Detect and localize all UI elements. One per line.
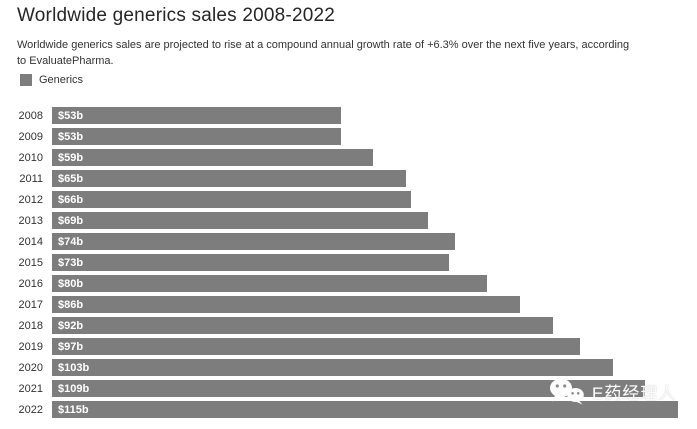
bar-value-label: $92b (58, 319, 84, 332)
bar-track: $115b (52, 401, 678, 418)
y-axis-label: 2013 (18, 214, 43, 227)
bar-track: $109b (52, 380, 678, 397)
chart-row-2022: 2022 $115b (0, 399, 697, 420)
chart-row-2008: 2008 $53b (0, 105, 697, 126)
y-axis-label: 2018 (18, 319, 43, 332)
bar-2008[interactable]: $53b (52, 107, 341, 124)
bar-2012[interactable]: $66b (52, 191, 412, 208)
bar-value-label: $103b (58, 361, 90, 374)
chart-row-2012: 2012 $66b (0, 189, 697, 210)
bar-2019[interactable]: $97b (52, 338, 581, 355)
bar-value-label: $66b (58, 193, 84, 206)
bar-value-label: $65b (58, 172, 84, 185)
bar-value-label: $74b (58, 235, 84, 248)
bar-chart-plot-area: 2008 $53b 2009 $53b 2010 $59b 2011 $65b 2012 $66b… (0, 105, 697, 420)
bar-value-label: $53b (58, 130, 84, 143)
bar-2016[interactable]: $80b (52, 275, 488, 292)
chart-subtitle: Worldwide generics sales are projected t… (17, 39, 630, 67)
bar-track: $59b (52, 149, 678, 166)
chart-row-2017: 2017 $86b (0, 294, 697, 315)
bar-2009[interactable]: $53b (52, 128, 341, 145)
bar-2021[interactable]: $109b (52, 380, 646, 397)
bar-2022[interactable]: $115b (52, 401, 678, 418)
chart-row-2011: 2011 $65b (0, 168, 697, 189)
chart-row-2014: 2014 $74b (0, 231, 697, 252)
bar-track: $69b (52, 212, 678, 229)
bar-track: $53b (52, 107, 678, 124)
chart-row-2020: 2020 $103b (0, 357, 697, 378)
bar-2014[interactable]: $74b (52, 233, 455, 250)
chart-row-2015: 2015 $73b (0, 252, 697, 273)
bar-value-label: $115b (58, 403, 89, 416)
bar-value-label: $59b (58, 151, 84, 164)
bar-2010[interactable]: $59b (52, 149, 374, 166)
chart-row-2016: 2016 $80b (0, 273, 697, 294)
y-axis-label: 2019 (18, 340, 43, 353)
bar-track: $80b (52, 275, 678, 292)
bar-2017[interactable]: $86b (52, 296, 521, 313)
legend-item-generics[interactable]: Generics (20, 74, 83, 86)
bar-track: $97b (52, 338, 678, 355)
bar-2018[interactable]: $92b (52, 317, 553, 334)
chart-row-2018: 2018 $92b (0, 315, 697, 336)
y-axis-label: 2015 (18, 256, 43, 269)
y-axis-label: 2014 (18, 235, 43, 248)
bar-track: $65b (52, 170, 678, 187)
chart-row-2013: 2013 $69b (0, 210, 697, 231)
bar-value-label: $86b (58, 298, 84, 311)
y-axis-label: 2020 (18, 361, 43, 374)
y-axis-label: 2016 (18, 277, 43, 290)
bar-value-label: $80b (58, 277, 84, 290)
chart-title: Worldwide generics sales 2008-2022 (17, 5, 336, 26)
bar-value-label: $73b (58, 256, 84, 269)
bar-2013[interactable]: $69b (52, 212, 428, 229)
bar-track: $66b (52, 191, 678, 208)
chart-row-2009: 2009 $53b (0, 126, 697, 147)
y-axis-label: 2017 (18, 298, 43, 311)
bar-value-label: $109b (58, 382, 90, 395)
chart-row-2021: 2021 $109b (0, 378, 697, 399)
y-axis-label: 2011 (19, 172, 43, 185)
bar-2011[interactable]: $65b (52, 170, 406, 187)
y-axis-label: 2022 (18, 403, 43, 416)
bar-2015[interactable]: $73b (52, 254, 450, 271)
bar-track: $86b (52, 296, 678, 313)
bar-track: $103b (52, 359, 678, 376)
y-axis-label: 2009 (18, 130, 43, 143)
bar-track: $92b (52, 317, 678, 334)
legend-label: Generics (39, 74, 84, 86)
bar-track: $73b (52, 254, 678, 271)
legend-swatch-icon (20, 74, 32, 86)
bar-value-label: $97b (58, 340, 84, 353)
y-axis-label: 2010 (18, 151, 43, 164)
bar-track: $74b (52, 233, 678, 250)
y-axis-label: 2012 (18, 193, 43, 206)
chart-row-2010: 2010 $59b (0, 147, 697, 168)
bar-2020[interactable]: $103b (52, 359, 613, 376)
bar-rows: 2008 $53b 2009 $53b 2010 $59b 2011 $65b 2012 $66b… (0, 105, 697, 420)
chart-row-2019: 2019 $97b (0, 336, 697, 357)
bar-track: $53b (52, 128, 678, 145)
y-axis-label: 2008 (18, 109, 43, 122)
y-axis-label: 2021 (18, 382, 43, 395)
bar-value-label: $69b (58, 214, 84, 227)
bar-value-label: $53b (58, 109, 84, 122)
